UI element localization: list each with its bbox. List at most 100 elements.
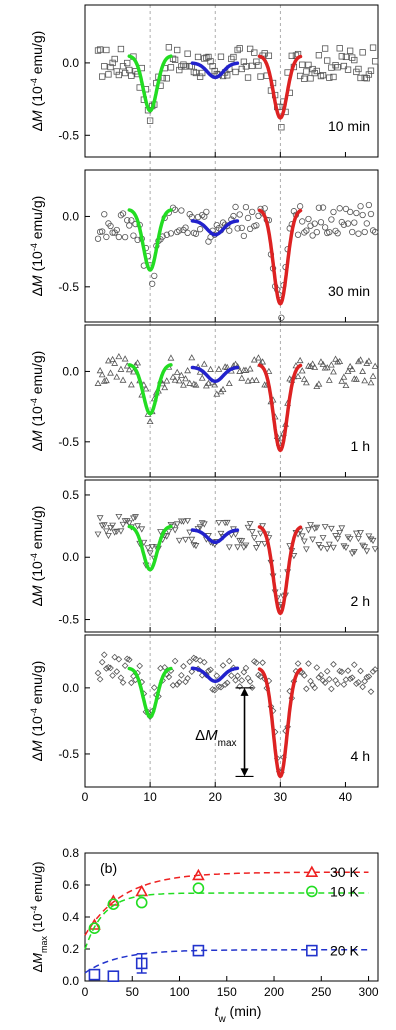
data-point [253,659,260,667]
x-axis-label-part: (min) [226,1003,262,1019]
dip-fit-curve [190,219,240,237]
data-point [325,675,333,683]
y-axis-label-part: -4 [29,243,39,251]
subpanel: 0.0 -0.5 ΔM (10-4 emu/g) 30 min [29,169,379,323]
data-point [238,677,246,684]
data-point [307,75,314,82]
label-part: Δ [195,727,205,744]
data-point [232,676,239,684]
dip-fit-curve [127,363,173,416]
data-point [306,944,318,957]
data-point [240,58,248,65]
data-point [300,375,308,382]
data-point [163,231,170,238]
y-axis-label: ΔM (10-4 emu/g) [29,506,45,607]
fit-curve [84,892,369,950]
data-point [240,668,248,676]
data-point [328,685,335,693]
y-tick-label: 0.0 [62,56,79,70]
data-point [175,377,183,384]
data-point [221,681,229,688]
data-point [107,369,114,376]
data-points [94,651,379,776]
data-point [238,224,245,232]
data-point [367,379,375,386]
data-point [184,50,191,57]
data-point [246,45,254,53]
dip-fit-curve [257,363,303,453]
series-label: 2 h [351,593,370,609]
data-point [230,212,237,220]
data-point [371,362,379,369]
data-point [261,541,269,548]
data-point [363,220,370,227]
y-tick-label: 0.0 [62,364,79,378]
data-point [236,211,243,218]
data-point [353,209,360,217]
data-point [107,970,120,983]
data-point [135,896,148,909]
data-point [200,658,208,666]
data-point [105,71,112,78]
data-point [188,354,196,361]
legend-label: 30 K [330,864,359,880]
data-point [100,651,108,659]
dip-fit-curve [190,528,240,545]
data-point [303,685,310,693]
data-point [171,527,179,534]
data-point [203,208,210,215]
data-point [130,232,137,239]
data-point [165,528,173,536]
data-point [98,371,106,378]
data-point [242,664,250,672]
data-point [325,541,333,548]
data-point [338,668,346,676]
data-point [167,230,175,237]
data-point [184,674,191,682]
data-point [359,367,367,374]
plot-frame [84,634,379,788]
data-point [178,207,185,214]
data-point [177,371,185,378]
data-point [126,222,133,229]
data-point [357,667,364,675]
data-point [94,235,102,242]
data-point [180,662,187,670]
data-point [117,674,125,682]
data-point [184,367,192,374]
data-point [134,359,142,366]
data-point [125,520,133,527]
y-tick-label: -0.5 [58,280,79,294]
data-point [244,674,252,682]
data-point [359,211,366,219]
data-point [317,72,325,80]
data-point [219,662,227,669]
y-axis-label-part: -4 [29,906,39,914]
data-point [302,546,310,553]
data-point [182,375,189,382]
data-point [165,673,173,681]
data-point [255,354,262,361]
data-point [134,523,142,530]
data-point [369,227,377,234]
data-point [290,553,298,560]
data-point [184,229,191,236]
y-axis-label-part: -4 [29,708,39,716]
data-point [336,45,343,52]
data-point [257,73,264,80]
y-axis-label-part: (10 [29,406,45,430]
arrow-head-up [240,687,249,696]
data-point [307,522,314,529]
y-axis-label-part: -4 [29,78,39,86]
data-point [228,672,235,679]
data-point [124,217,131,224]
data-point [99,73,106,80]
data-point [257,673,264,680]
data-point [248,529,256,536]
data-point [257,530,264,537]
data-point [140,539,148,547]
y-axis-label-part: emu/g) [29,506,45,553]
data-point [326,228,333,236]
data-point [188,668,196,675]
data-point [115,233,123,241]
